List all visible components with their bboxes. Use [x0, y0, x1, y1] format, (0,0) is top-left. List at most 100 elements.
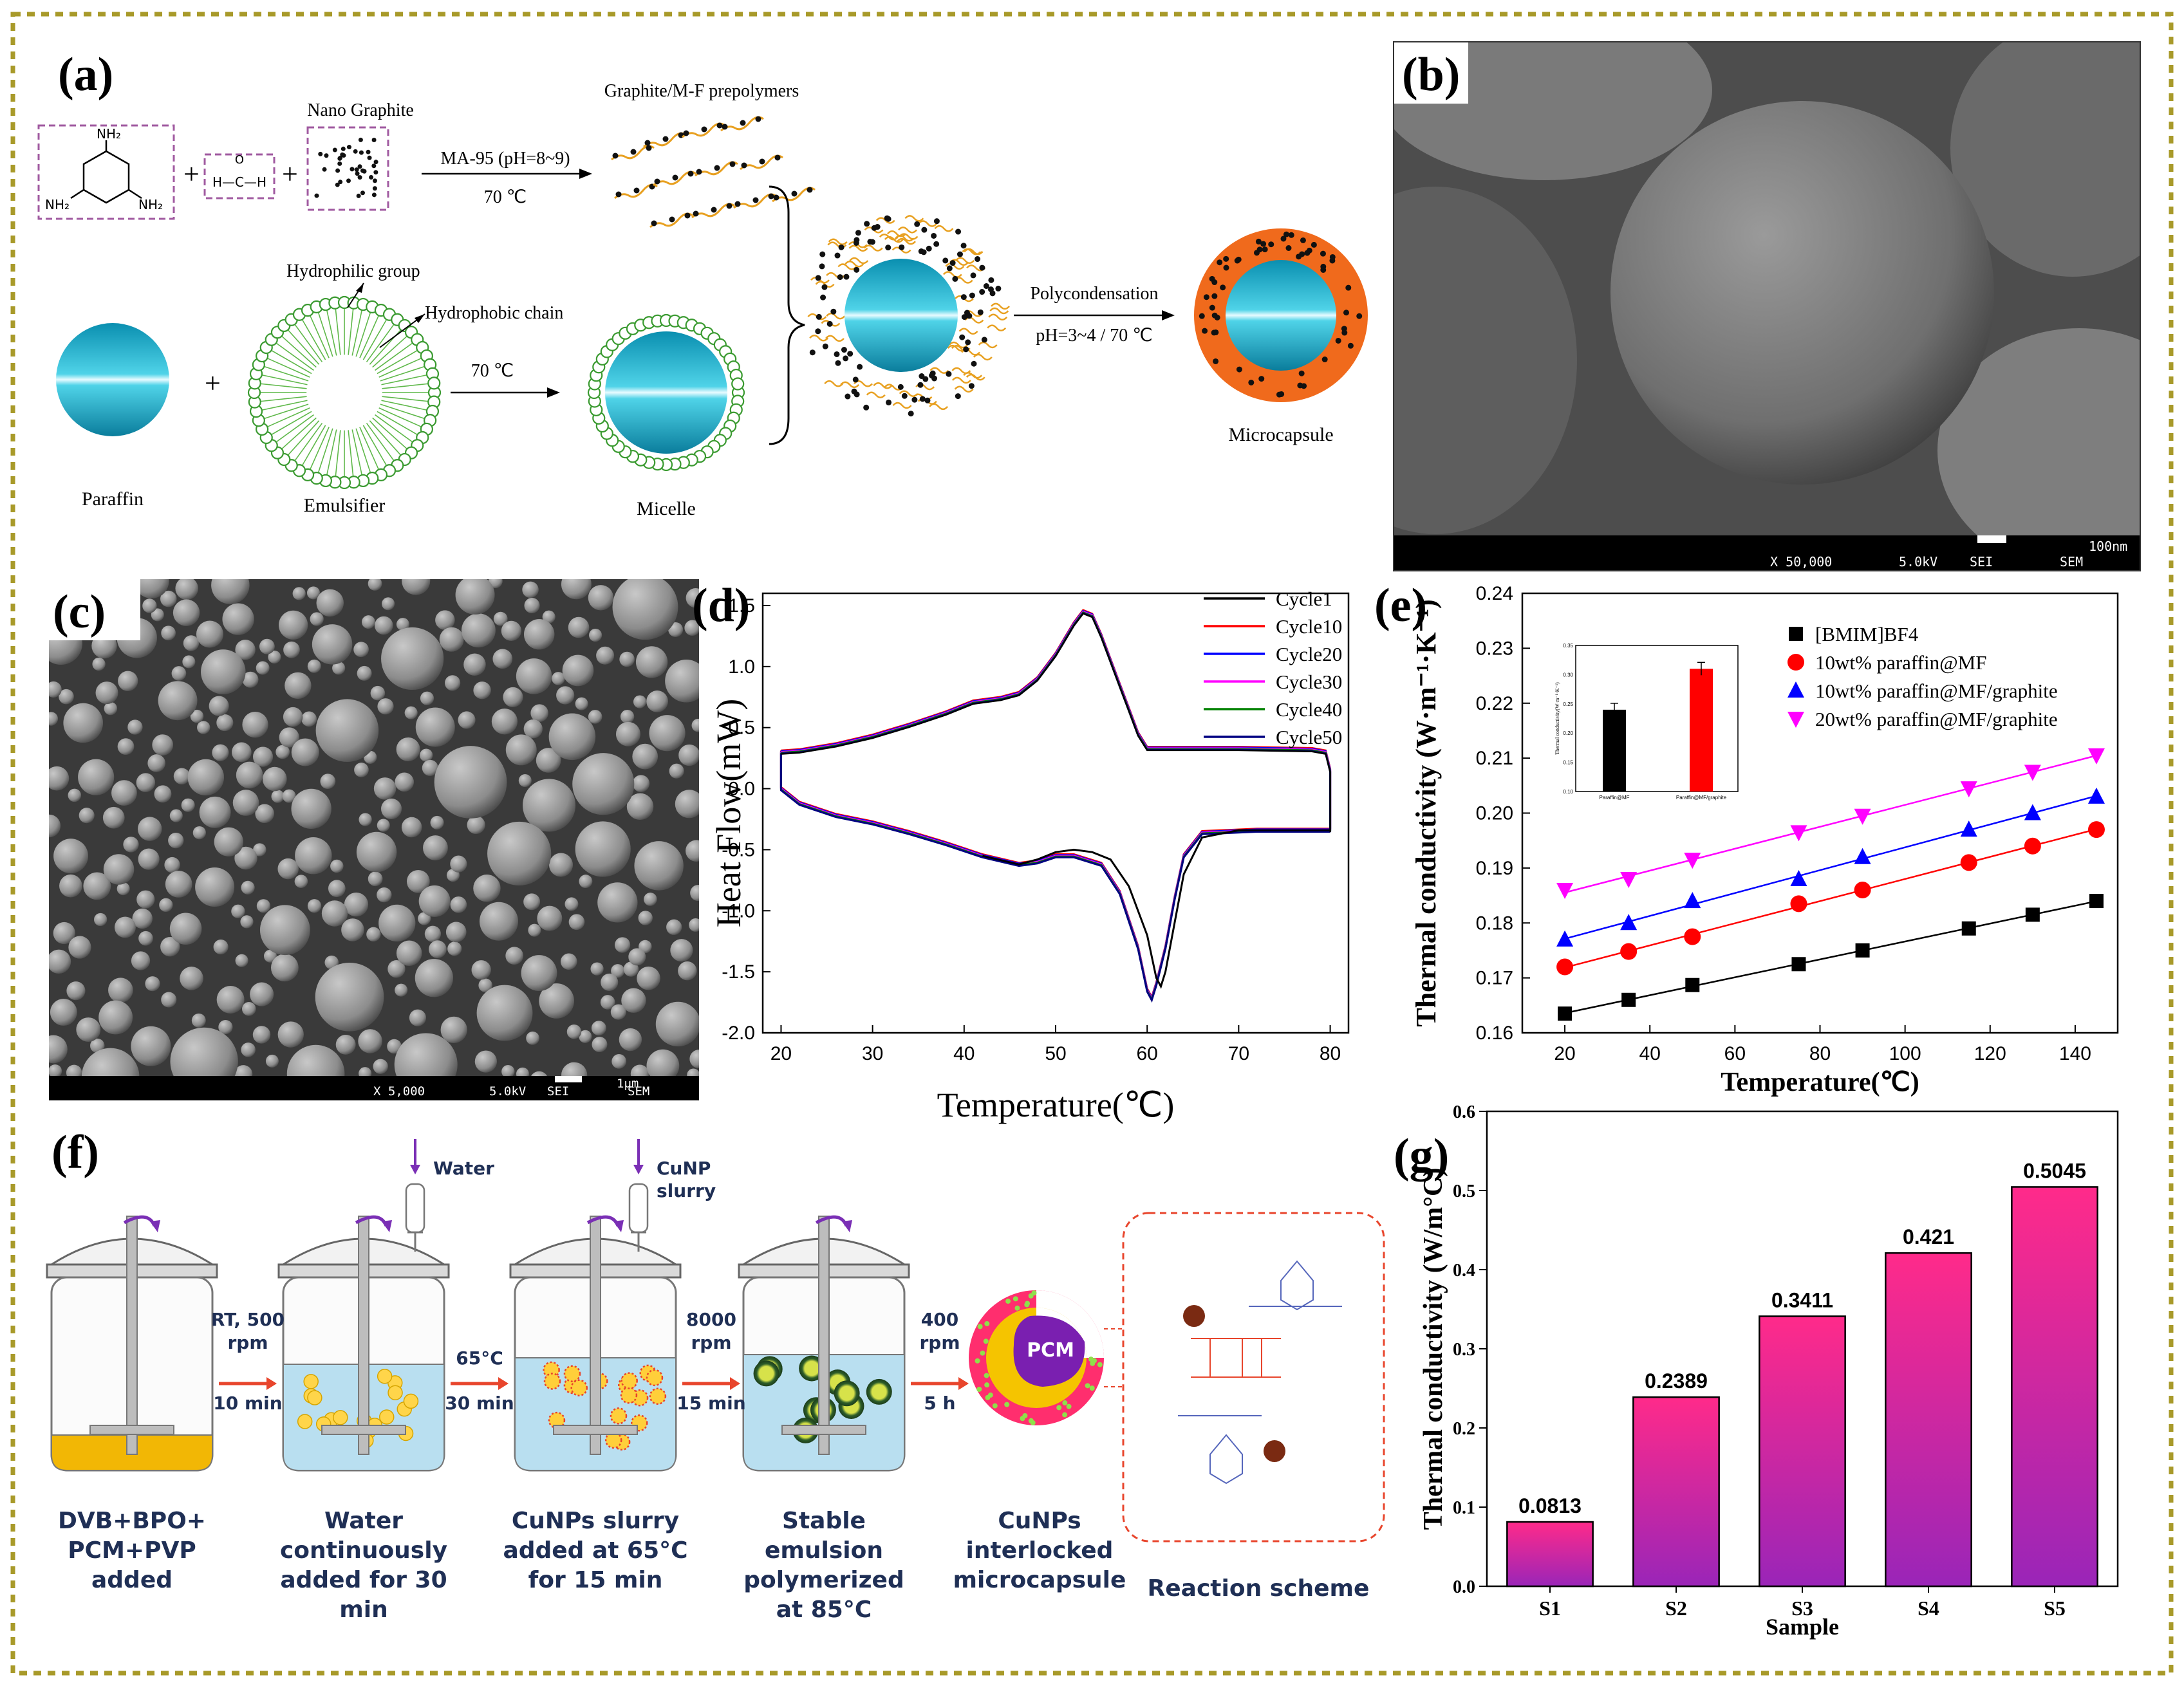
pcm-label: PCM [1027, 1339, 1074, 1362]
condition-2: pH=3~4 / 70 ℃ [1036, 326, 1152, 346]
reaction-scheme-box [1122, 1212, 1385, 1542]
chart-e-point [1558, 1006, 1573, 1021]
reactor-vessel [46, 1215, 218, 1472]
chart-d-frame [761, 592, 1350, 1034]
temperature-1: 70 ℃ [484, 187, 527, 207]
chart-e-point [1790, 869, 1807, 886]
sem-c-scale: 1μm [617, 1077, 639, 1091]
chart-g-xtick-label: S3 [1791, 1597, 1813, 1620]
step-condition: 8000 [686, 1309, 736, 1330]
chart-e-point [1960, 820, 1977, 837]
chart-e-point [1790, 825, 1807, 842]
paraffin-sphere [56, 323, 169, 436]
step-condition: 30 min [445, 1393, 514, 1414]
brace [769, 185, 805, 445]
panel-label-a: (a) [58, 48, 113, 101]
hydrophobic-label: Hydrophobic chain [425, 303, 563, 323]
chart-e-inset-ytick-label: 0.25 [1563, 701, 1573, 707]
chart-e-legend-marker [1787, 681, 1804, 698]
chart-e-point [1556, 930, 1574, 947]
chart-e-point [2025, 907, 2040, 922]
chart-e-point [1621, 992, 1636, 1007]
melamine-nh2-left: NH₂ [45, 197, 70, 212]
step-caption: added at 65°C [503, 1537, 687, 1564]
chart-e-inset-bar [1603, 709, 1626, 792]
chart-e-point [1620, 914, 1638, 931]
chart-e-point [1854, 848, 1871, 864]
step-condition: rpm [691, 1332, 731, 1353]
step-condition: rpm [227, 1332, 268, 1353]
polycondensation-label: Polycondensation [1030, 284, 1158, 304]
step-caption: min [339, 1597, 387, 1623]
microcapsule-label: Microcapsule [1228, 424, 1333, 445]
panel-label-d: (d) [692, 579, 750, 632]
plus-2: + [282, 158, 298, 190]
chart-e-ytick-label: 0.16 [1476, 1023, 1513, 1044]
chart-g-value-label: 0.3411 [1771, 1288, 1833, 1311]
chart-e-point [1685, 977, 1700, 992]
plus-1: + [183, 158, 200, 190]
chart-e-fit-line [1564, 828, 2097, 968]
step-caption: added for 30 [280, 1567, 447, 1593]
prepolymers-label: Graphite/M-F prepolymers [604, 81, 799, 101]
chart-e-xtick-label: 80 [1809, 1043, 1831, 1064]
step-caption: DVB+BPO+ [58, 1508, 206, 1534]
chart-g-bar-S5 [2011, 1186, 2098, 1588]
chart-e-xtick-label: 60 [1724, 1043, 1746, 1064]
chart-d-xtick-label: 20 [770, 1043, 792, 1064]
chart-g-value-label: 0.5045 [2023, 1159, 2086, 1182]
chart-e-xtick-label: 40 [1639, 1043, 1661, 1064]
chart-d-series-Cycle1-heating [781, 612, 1331, 833]
chart-e-ytick-label: 0.22 [1476, 693, 1513, 714]
chart-g-value-label: 0.2389 [1645, 1369, 1708, 1393]
step-caption: polymerized [743, 1567, 904, 1593]
chart-d-xtick-label: 40 [953, 1043, 975, 1064]
chart-e-legend-marker [1787, 654, 1804, 671]
formaldehyde-o: O [235, 153, 244, 167]
chart-d-series-Cycle40-heating [781, 611, 1332, 831]
chart-d-xlabel: Temperature(℃) [937, 1086, 1175, 1124]
step-condition: 65°C [456, 1348, 503, 1369]
sem-b-magnification: X 50,000 [1770, 554, 1832, 570]
chart-g-ytick-label: 0.2 [1453, 1419, 1475, 1439]
condition-1: MA-95 (pH=8~9) [440, 149, 570, 169]
panel-d: (d) 20 30 40 50 60 70 80 -2.0 -1.5 -1.0 -0.5 0.0 0.5… [692, 579, 1350, 1124]
chart-e-inset-ytick-label: 0.35 [1563, 643, 1573, 649]
chart-e-ylabel: Thermal conductivity (W·m⁻¹·K⁻¹) [1410, 599, 1442, 1026]
chart-e-point [1960, 854, 1977, 871]
chart-d-series-Cycle30-cooling [779, 752, 1330, 1001]
chart-g-ytick-label: 0.3 [1453, 1340, 1475, 1360]
chart-d-series-Cycle10-heating [781, 609, 1332, 829]
microcapsule-graphite-dots [1199, 231, 1363, 398]
chart-d-series-Cycle30-heating [781, 610, 1332, 831]
chart-e-inset-ylabel: Thermal conductivity(W·m⁻¹·K⁻¹) [1554, 682, 1560, 755]
dropper-label: slurry [657, 1180, 716, 1201]
chart-e-point [1684, 928, 1701, 945]
chart-e-legend-label: [BMIM]BF4 [1815, 623, 1919, 645]
chart-d-series-Cycle20-heating [781, 609, 1332, 829]
nano-graphite-label: Nano Graphite [307, 100, 414, 120]
chart-e-legend-label: 10wt% paraffin@MF [1815, 651, 1986, 674]
chart-d-ytick-label: -2.0 [722, 1023, 755, 1044]
panel-e: (e) 20 40 60 80 100 120 140 0.16 0.17 0.18 0.19 0.2… [1374, 579, 2119, 1097]
chart-e-fit-line [1564, 754, 2097, 894]
micelle-structure [587, 313, 745, 472]
step-caption: interlocked [966, 1537, 1114, 1564]
sem-c-detector: SEI [547, 1084, 569, 1098]
chart-e-point [2024, 837, 2041, 855]
prepolymer-coated-micelle [807, 215, 1010, 417]
dropper [405, 1183, 425, 1234]
melamine-nh2-right: NH₂ [138, 197, 163, 212]
chart-e-fit-line [1564, 900, 2097, 1014]
chart-e-inset-bar [1690, 669, 1713, 792]
chart-d-legend-label: Cycle20 [1276, 643, 1342, 665]
chart-g-ylabel: Thermal conductivity (W/m°C) [1419, 1168, 1448, 1530]
chart-e-point [2087, 787, 2105, 804]
step-caption: microcapsule [953, 1567, 1126, 1593]
chart-e-inset-ytick-label: 0.15 [1563, 760, 1573, 766]
chart-d-legend-label: Cycle30 [1276, 671, 1342, 693]
reactor-vessel [277, 1215, 450, 1472]
melamine-box [37, 124, 175, 220]
